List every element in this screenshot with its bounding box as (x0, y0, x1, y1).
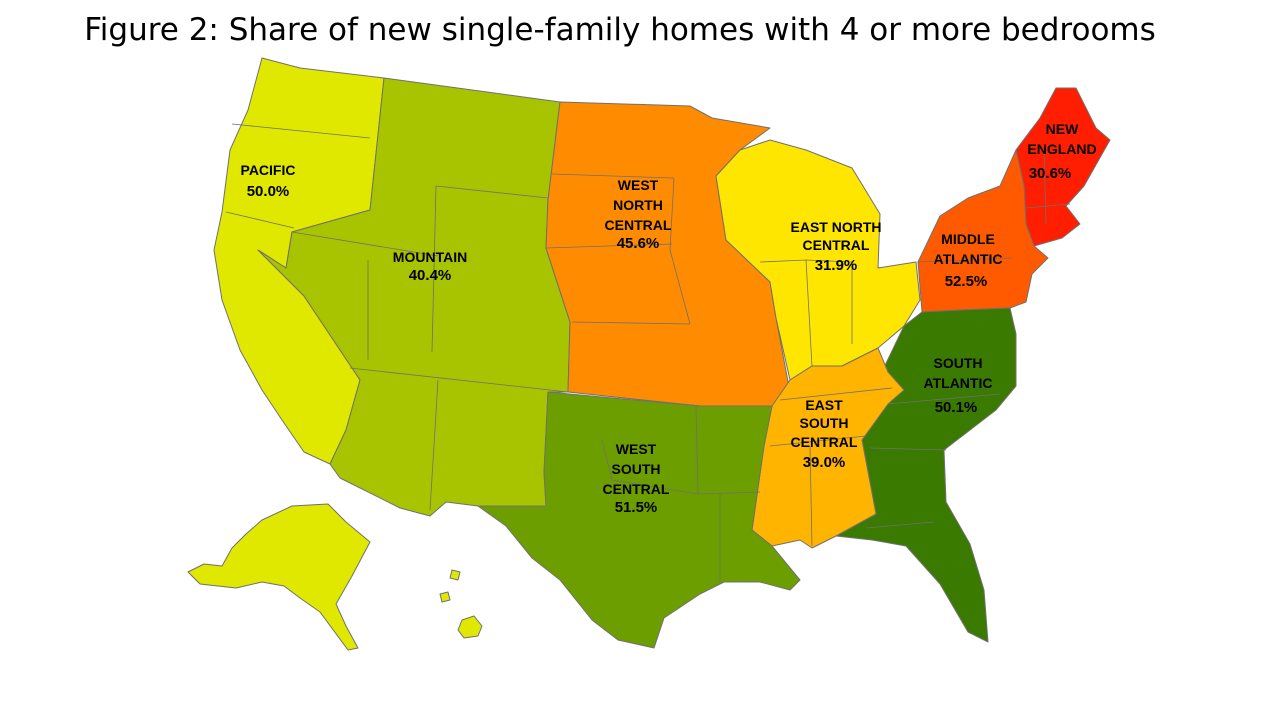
region-east-north-central[interactable] (715, 139, 921, 381)
pacific-value: 50.0% (247, 183, 290, 200)
wsc-name-line-2: SOUTH (612, 461, 661, 477)
ma-name-line-1: MIDDLE (941, 231, 995, 247)
enc-name-line-2: CENTRAL (803, 237, 870, 253)
wnc-name-line-3: CENTRAL (605, 217, 672, 233)
wsc-name-line-1: WEST (616, 441, 657, 457)
esc-name-line-3: CENTRAL (791, 434, 858, 450)
enc-name-line-1: EAST NORTH (791, 219, 882, 235)
region-west-south-central[interactable] (477, 391, 801, 649)
esc-name-line-1: EAST (805, 397, 843, 413)
ne-name-line-2: ENGLAND (1027, 141, 1096, 157)
wnc-value: 45.6% (617, 235, 660, 252)
esc-value: 39.0% (803, 454, 846, 471)
wnc-name-line-2: NORTH (613, 197, 663, 213)
sa-name-line-1: SOUTH (934, 355, 983, 371)
region-alaska[interactable] (187, 503, 371, 651)
hawaii-islet (439, 591, 451, 603)
label-south-atlantic: SOUTH ATLANTIC 50.1% (924, 355, 993, 416)
ma-value: 52.5% (945, 273, 988, 290)
ma-name-line-2: ATLANTIC (934, 251, 1003, 267)
label-east-north-central: EAST NORTH CENTRAL 31.9% (791, 219, 882, 274)
pacific-name: PACIFIC (241, 162, 296, 178)
label-west-north-central: WEST NORTH CENTRAL 45.6% (605, 177, 672, 252)
esc-name-line-2: SOUTH (800, 415, 849, 431)
ne-value: 30.6% (1029, 165, 1072, 182)
label-east-south-central: EAST SOUTH CENTRAL 39.0% (791, 397, 858, 471)
label-pacific: PACIFIC 50.0% (241, 162, 296, 200)
figure-title: Figure 2: Share of new single-family hom… (84, 12, 1156, 48)
label-west-south-central: WEST SOUTH CENTRAL 51.5% (603, 441, 670, 516)
sa-value: 50.1% (935, 399, 978, 416)
wsc-value: 51.5% (615, 499, 658, 516)
hawaii-islet (449, 569, 461, 581)
label-new-england: NEW ENGLAND 30.6% (1027, 121, 1096, 182)
enc-value: 31.9% (815, 257, 858, 274)
label-mountain: MOUNTAIN 40.4% (393, 249, 467, 284)
label-middle-atlantic: MIDDLE ATLANTIC 52.5% (934, 231, 1003, 290)
mountain-value: 40.4% (409, 267, 452, 284)
sa-name-line-2: ATLANTIC (924, 375, 993, 391)
wsc-name-line-3: CENTRAL (603, 481, 670, 497)
wnc-name-line-1: WEST (618, 177, 659, 193)
region-hawaii[interactable] (457, 615, 483, 639)
mountain-name: MOUNTAIN (393, 249, 467, 265)
ne-name-line-1: NEW (1046, 121, 1079, 137)
